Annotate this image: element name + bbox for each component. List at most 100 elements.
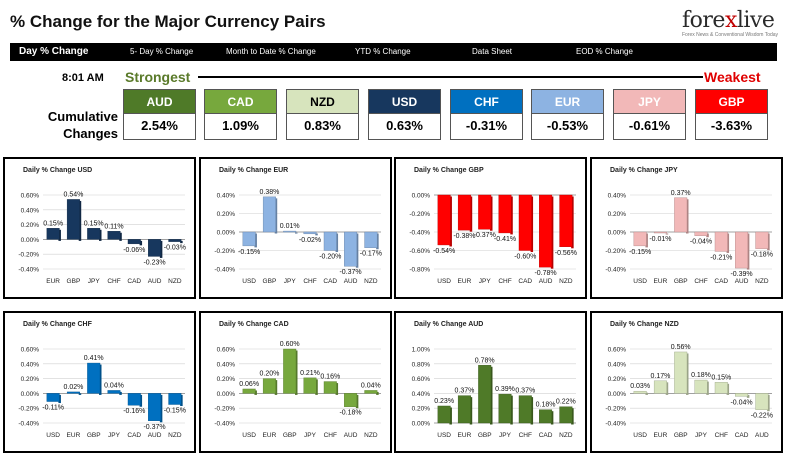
tab-month-to-date-change[interactable]: Month to Date % Change: [226, 47, 316, 56]
bar-jpy: [303, 377, 317, 394]
x-category-label: EUR: [654, 278, 668, 285]
tab-data-sheet[interactable]: Data Sheet: [472, 47, 513, 56]
y-tick-label: 0.40%: [217, 193, 236, 200]
bar-shadow: [469, 196, 473, 232]
bar-shadow: [376, 391, 379, 395]
bar-nzd: [364, 390, 378, 394]
bar-shadow: [645, 392, 648, 395]
chart-title: Daily % Change CHF: [23, 321, 92, 328]
x-category-label: GBP: [283, 432, 297, 439]
bar-shadow: [726, 383, 730, 395]
x-category-label: EUR: [67, 432, 81, 439]
chart-title: Daily % Change AUD: [414, 321, 484, 328]
x-category-label: CHF: [715, 432, 728, 439]
tab-5-day-change[interactable]: 5- Day % Change: [130, 47, 194, 56]
bar-shadow: [274, 380, 278, 395]
y-tick-label: -0.80%: [409, 267, 430, 274]
chart-panel-jpy: Daily % Change JPY -0.40% -0.20% 0.00% 0.20%…: [590, 157, 783, 299]
bar-shadow: [355, 394, 359, 409]
data-label: -0.37%: [474, 232, 496, 239]
bar-shadow: [550, 196, 554, 269]
x-category-label: JPY: [479, 278, 492, 285]
bar-shadow: [315, 233, 318, 236]
bar-cad: [323, 231, 337, 251]
tab-ytd-change[interactable]: YTD % Change: [355, 47, 411, 56]
x-category-label: NZD: [168, 278, 182, 285]
bar-cad: [735, 393, 749, 397]
bar-cad: [714, 231, 728, 252]
currency-code: CAD: [204, 89, 277, 114]
data-label: 0.37%: [515, 388, 535, 395]
currency-cumulative-value: -0.53%: [531, 114, 604, 140]
bar-shadow: [530, 397, 534, 425]
data-label: 0.06%: [239, 381, 259, 388]
x-category-label: NZD: [364, 432, 378, 439]
y-tick-label: -0.40%: [605, 421, 626, 428]
bar-chf: [714, 382, 728, 394]
x-category-label: EUR: [458, 432, 472, 439]
bar-chart: -0.40% -0.20% 0.00% 0.20% 0.40% 0.60% 0.06% USD…: [214, 341, 381, 439]
data-label: -0.18%: [751, 252, 773, 259]
x-category-label: GBP: [478, 432, 492, 439]
currency-box-cad: CAD 1.09%: [204, 89, 277, 140]
bar-shadow: [78, 393, 82, 395]
currency-cumulative-value: 2.54%: [123, 114, 196, 140]
y-tick-label: 0.40%: [21, 361, 40, 368]
bar-gbp: [87, 362, 101, 394]
data-label: -0.17%: [360, 251, 382, 258]
data-label: -0.21%: [710, 254, 732, 261]
forexlive-logo[interactable]: forexlive Forex News & Conventional Wisd…: [682, 10, 782, 40]
x-category-label: USD: [242, 278, 256, 285]
data-label: -0.41%: [494, 236, 516, 243]
currency-box-eur: EUR -0.53%: [531, 89, 604, 140]
bar-usd: [46, 393, 60, 402]
x-category-label: USD: [46, 432, 60, 439]
currency-cumulative-value: 1.09%: [204, 114, 277, 140]
currency-box-aud: AUD 2.54%: [123, 89, 196, 140]
data-label: -0.04%: [690, 239, 712, 246]
currency-code: CHF: [450, 89, 523, 114]
data-label: -0.37%: [339, 269, 361, 276]
data-label: -0.06%: [123, 247, 145, 254]
tab-day-change[interactable]: Day % Change: [19, 46, 89, 57]
x-category-label: NZD: [364, 278, 378, 285]
y-tick-label: 0.40%: [21, 207, 40, 214]
data-label: 0.41%: [84, 355, 104, 362]
chart-title: Daily % Change GBP: [414, 167, 484, 174]
bar-shadow: [335, 233, 339, 252]
bar-shadow: [706, 233, 709, 238]
y-tick-label: -0.20%: [409, 211, 430, 218]
x-category-label: CHF: [303, 278, 316, 285]
y-tick-label: -0.40%: [214, 267, 235, 274]
cumulative-changes-label: Cumulative Changes: [47, 109, 118, 141]
tab-bar: Day % Change 5- Day % Change Month to Da…: [10, 43, 777, 61]
currency-box-usd: USD 0.63%: [368, 89, 441, 140]
bar-eur: [66, 391, 80, 394]
y-tick-label: 0.20%: [412, 406, 431, 413]
x-category-label: AUD: [344, 432, 358, 439]
bar-jpy: [87, 228, 101, 240]
currency-box-jpy: JPY -0.61%: [613, 89, 686, 140]
data-label: 0.38%: [259, 189, 279, 196]
data-label: 0.15%: [84, 220, 104, 227]
data-label: -0.15%: [164, 408, 186, 415]
data-label: 0.04%: [104, 382, 124, 389]
y-tick-label: 0.80%: [412, 361, 431, 368]
bar-usd: [242, 388, 256, 394]
bar-shadow: [686, 353, 689, 395]
data-label: -0.37%: [143, 424, 165, 431]
bar-shadow: [159, 394, 163, 423]
data-label: 0.03%: [630, 383, 650, 390]
bar-gbp: [283, 348, 297, 394]
data-label: -0.56%: [555, 250, 577, 257]
tab-eod-change[interactable]: EOD % Change: [576, 47, 633, 56]
x-category-label: JPY: [695, 432, 708, 439]
x-category-label: AUD: [148, 278, 162, 285]
data-label: -0.16%: [123, 408, 145, 415]
x-category-label: CAD: [518, 278, 532, 285]
bar-shadow: [180, 394, 183, 406]
data-label: 0.16%: [320, 374, 340, 381]
bar-chf: [694, 231, 708, 236]
bar-shadow: [139, 240, 143, 246]
bar-shadow: [78, 200, 82, 241]
